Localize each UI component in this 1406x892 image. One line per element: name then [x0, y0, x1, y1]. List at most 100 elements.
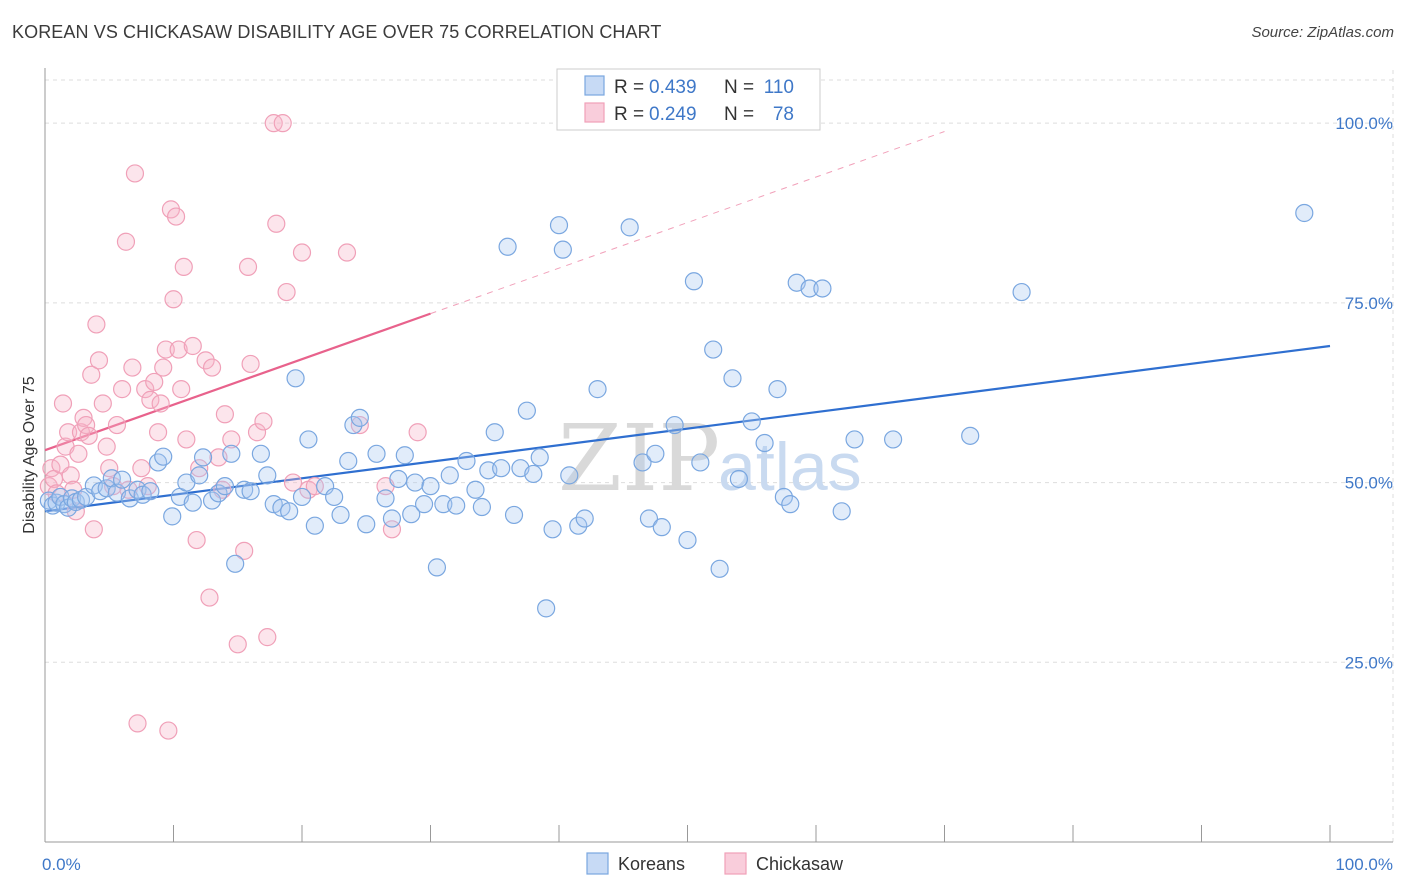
chickasaw-point-70 — [292, 243, 312, 262]
chickasaw-point-62 — [247, 423, 267, 442]
chickasaw-point-29 — [125, 164, 145, 183]
chickasaw-point-61 — [241, 354, 260, 374]
korean-point-82 — [575, 509, 594, 528]
korean-point-59 — [421, 477, 440, 496]
chickasaw-point-52 — [200, 588, 219, 607]
korean-point-60 — [427, 558, 447, 577]
korean-point-100 — [774, 487, 793, 507]
chickasaw-point-74 — [350, 415, 369, 435]
chickasaw-point-36 — [148, 423, 168, 442]
chickasaw-point-63 — [254, 412, 273, 431]
chickasaw-point-64 — [258, 628, 277, 647]
legend-r-value-chickasaw: 0.249 — [649, 104, 697, 125]
bottom-legend-swatch-koreans — [586, 852, 609, 875]
korean-point-69 — [492, 459, 511, 478]
korean-point-109 — [1012, 282, 1031, 302]
chickasaw-point-76 — [382, 520, 402, 539]
chickasaw-point-51 — [196, 351, 215, 370]
korean-point-33 — [235, 480, 254, 499]
bottom-legend-label-koreans: Koreans — [618, 854, 685, 874]
korean-trendline — [44, 344, 1331, 513]
korean-point-95 — [723, 369, 742, 388]
chickasaw-point-24 — [107, 415, 127, 435]
chickasaw-point-48 — [183, 336, 202, 356]
x-tick-label-1: 100.0% — [1335, 855, 1393, 874]
y-tick-label-2: 75.0% — [1345, 294, 1393, 313]
korean-point-39 — [280, 502, 299, 521]
chickasaw-point-45 — [172, 380, 191, 399]
korean-point-97 — [742, 412, 761, 431]
korean-point-49 — [350, 408, 369, 427]
korean-point-89 — [665, 415, 684, 435]
legend-n-label-chickasaw: N = — [724, 104, 754, 125]
korean-point-34 — [241, 482, 260, 501]
chickasaw-points — [39, 114, 427, 740]
korean-point-66 — [472, 497, 491, 517]
bottom-legend-swatch-chickasaw — [724, 852, 747, 875]
korean-point-80 — [560, 466, 579, 485]
korean-point-90 — [678, 530, 697, 550]
chickasaw-point-30 — [128, 714, 147, 733]
korean-point-62 — [440, 466, 459, 485]
bottom-legend-label-chickasaw: Chickasaw — [756, 854, 844, 874]
chickasaw-point-77 — [408, 423, 427, 442]
korean-point-94 — [710, 559, 729, 578]
chickasaw-point-60 — [238, 257, 258, 277]
bottom-legend: Koreans Chickasaw — [586, 852, 844, 875]
chickasaw-point-40 — [159, 721, 178, 740]
chickasaw-point-34 — [141, 390, 160, 409]
korean-point-87 — [646, 444, 665, 463]
chickasaw-point-67 — [273, 114, 292, 133]
korean-point-63 — [447, 496, 466, 515]
axes — [44, 68, 1393, 843]
korean-point-73 — [517, 401, 536, 420]
chickasaw-point-31 — [132, 459, 151, 478]
korean-point-27 — [193, 448, 213, 467]
chickasaw-point-15 — [79, 426, 98, 445]
chart-title: KOREAN VS CHICKASAW DISABILITY AGE OVER … — [12, 22, 662, 42]
chickasaw-point-21 — [97, 437, 116, 456]
chickasaw-point-37 — [151, 394, 170, 413]
x-tick-labels: 0.0% 100.0% — [42, 855, 1393, 874]
korean-point-92 — [691, 453, 710, 472]
korean-point-36 — [258, 466, 277, 485]
korean-point-86 — [639, 509, 659, 528]
korean-point-57 — [405, 473, 425, 492]
legend-r-label-koreans: R = — [614, 77, 644, 98]
korean-point-74 — [524, 464, 543, 484]
chickasaw-point-44 — [169, 340, 188, 359]
chickasaw-point-28 — [123, 358, 142, 377]
chickasaw-point-58 — [228, 635, 247, 654]
korean-point-55 — [395, 446, 414, 465]
source-label: Source: ZipAtlas.com — [1251, 24, 1394, 41]
korean-point-32 — [226, 554, 245, 573]
korean-point-8 — [71, 490, 91, 509]
korean-point-75 — [530, 448, 549, 467]
korean-point-22 — [163, 507, 182, 526]
korean-point-30 — [215, 477, 234, 496]
korean-point-107 — [883, 430, 903, 449]
chickasaw-point-57 — [222, 430, 241, 449]
korean-point-78 — [549, 216, 569, 235]
chickasaw-point-42 — [164, 290, 183, 309]
chickasaw-point-17 — [84, 520, 103, 539]
y-tick-label-3: 100.0% — [1335, 114, 1393, 133]
chickasaw-point-8 — [61, 466, 80, 485]
korean-point-105 — [832, 502, 851, 521]
korean-point-110 — [1295, 203, 1314, 223]
x-tick-label-0: 0.0% — [42, 855, 81, 874]
korean-point-91 — [684, 272, 704, 291]
chickasaw-point-46 — [174, 257, 193, 277]
korean-point-76 — [537, 599, 556, 618]
legend-n-value-koreans: 110 — [764, 77, 794, 98]
chickasaw-point-16 — [82, 365, 101, 384]
chickasaw-point-26 — [116, 232, 136, 251]
legend-swatch-chickasaw — [584, 102, 605, 123]
korean-point-31 — [222, 444, 241, 463]
legend-r-label-chickasaw: R = — [614, 104, 644, 125]
korean-point-88 — [652, 518, 671, 537]
korean-point-45 — [325, 487, 344, 507]
chickasaw-point-11 — [69, 444, 88, 463]
chickasaw-point-7 — [59, 423, 78, 442]
